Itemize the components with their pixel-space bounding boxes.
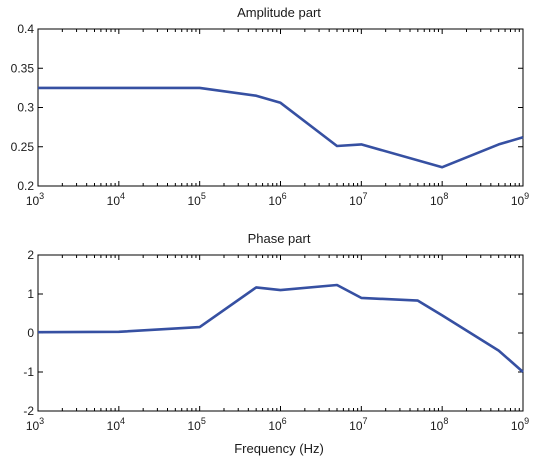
amplitude-xtick-label: 108 bbox=[430, 191, 448, 208]
amplitude-ytick-label: 0.3 bbox=[17, 101, 34, 115]
amplitude-xtick-label: 105 bbox=[187, 191, 205, 208]
amplitude-series-line bbox=[38, 86, 524, 169]
phase-ytick-label: -1 bbox=[23, 365, 34, 379]
phase-ytick-label: 0 bbox=[27, 326, 34, 340]
phase-ytick-label: 2 bbox=[27, 248, 34, 262]
phase-panel: Phase part Frequency (Hz) 103 104 105 106 10… bbox=[23, 231, 529, 456]
amplitude-ytick-label: 0.4 bbox=[17, 22, 34, 36]
phase-xtick-label: 104 bbox=[107, 416, 125, 433]
phase-xtick-label: 108 bbox=[430, 416, 448, 433]
phase-ytick-label: 1 bbox=[27, 287, 34, 301]
phase-series-line bbox=[37, 283, 524, 373]
phase-ytick-label: -2 bbox=[23, 404, 34, 418]
amplitude-xtick-label: 104 bbox=[107, 191, 125, 208]
phase-xtick-label: 106 bbox=[268, 416, 286, 433]
amplitude-ytick-label: 0.2 bbox=[17, 179, 34, 193]
amplitude-title: Amplitude part bbox=[237, 5, 321, 20]
phase-xtick-label: 107 bbox=[349, 416, 367, 433]
phase-xtick-label: 105 bbox=[187, 416, 205, 433]
phase-title: Phase part bbox=[248, 231, 311, 246]
amplitude-xtick-label: 106 bbox=[268, 191, 286, 208]
phase-xtick-label: 109 bbox=[511, 416, 529, 433]
phase-xtick-label: 103 bbox=[26, 416, 44, 433]
amplitude-panel: Amplitude part 103 104 105 106 107 108 109 0.2 0… bbox=[11, 5, 530, 208]
amplitude-xtick-label: 109 bbox=[511, 191, 529, 208]
amplitude-xtick-label: 103 bbox=[26, 191, 44, 208]
amplitude-xtick-label: 107 bbox=[349, 191, 367, 208]
amplitude-ytick-label: 0.35 bbox=[11, 61, 35, 75]
amplitude-plot-frame bbox=[37, 28, 524, 187]
amplitude-ytick-label: 0.25 bbox=[11, 140, 35, 154]
phase-xlabel: Frequency (Hz) bbox=[234, 441, 324, 456]
